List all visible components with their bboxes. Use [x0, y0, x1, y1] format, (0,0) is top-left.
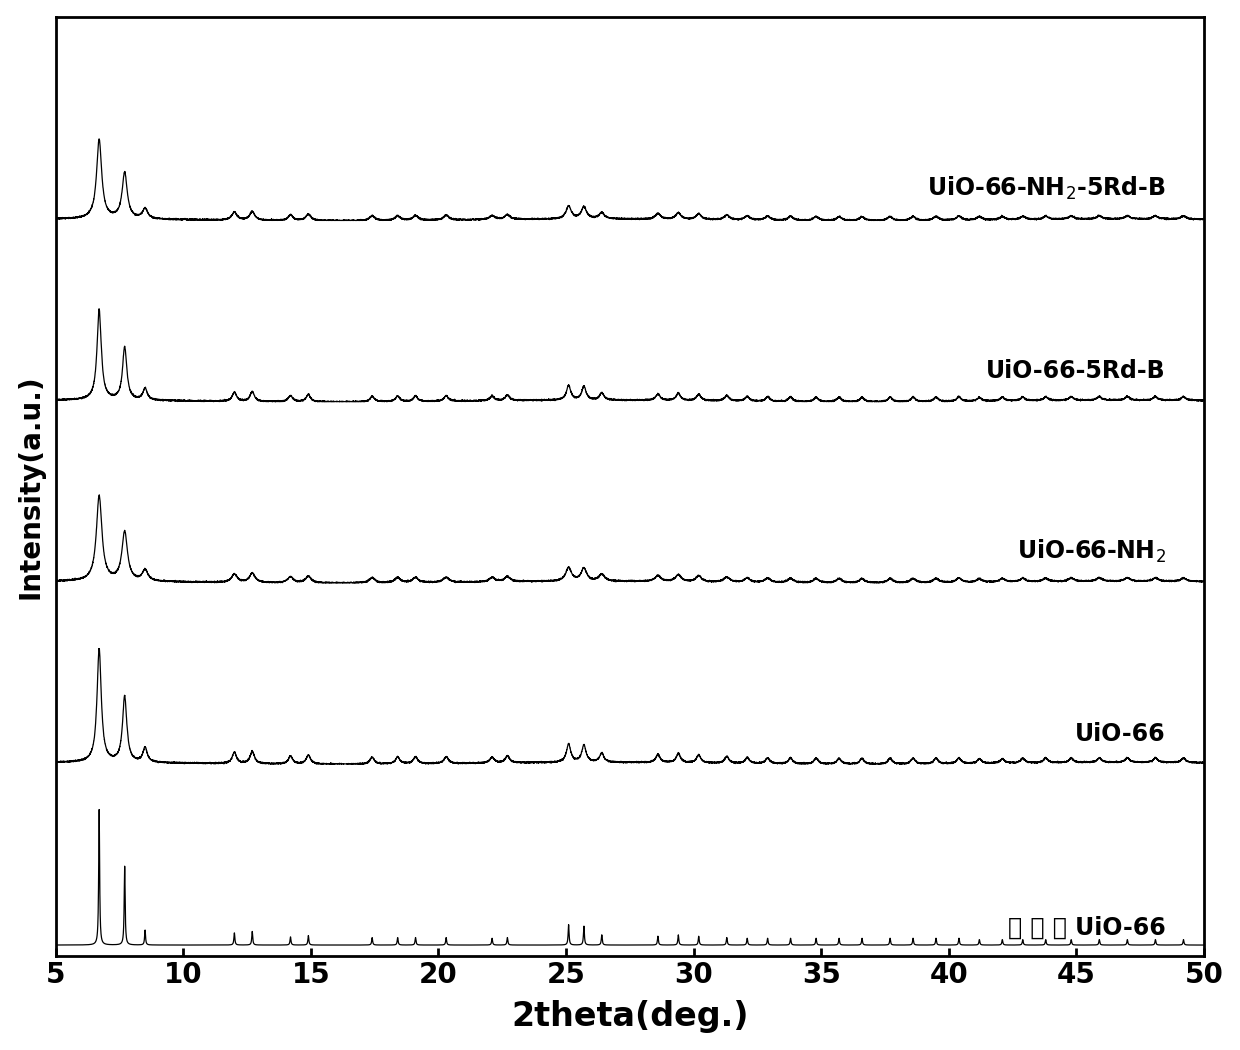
Text: UiO-66-5Rd-B: UiO-66-5Rd-B: [986, 359, 1166, 383]
Text: 模 拟 的 UiO-66: 模 拟 的 UiO-66: [1008, 916, 1166, 940]
X-axis label: 2theta(deg.): 2theta(deg.): [511, 1001, 749, 1033]
Text: UiO-66-NH$_2$: UiO-66-NH$_2$: [1017, 538, 1166, 565]
Text: UiO-66: UiO-66: [1075, 721, 1166, 745]
Text: UiO-66-NH$_2$-5Rd-B: UiO-66-NH$_2$-5Rd-B: [926, 175, 1166, 203]
Y-axis label: Intensity(a.u.): Intensity(a.u.): [16, 374, 45, 598]
